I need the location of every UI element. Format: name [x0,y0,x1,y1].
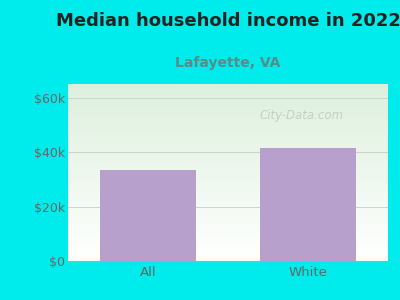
Bar [100,170,196,261]
Text: Median household income in 2022: Median household income in 2022 [56,12,400,30]
Text: Lafayette, VA: Lafayette, VA [175,56,281,70]
Text: City-Data.com: City-Data.com [260,110,344,122]
Bar [260,148,356,261]
